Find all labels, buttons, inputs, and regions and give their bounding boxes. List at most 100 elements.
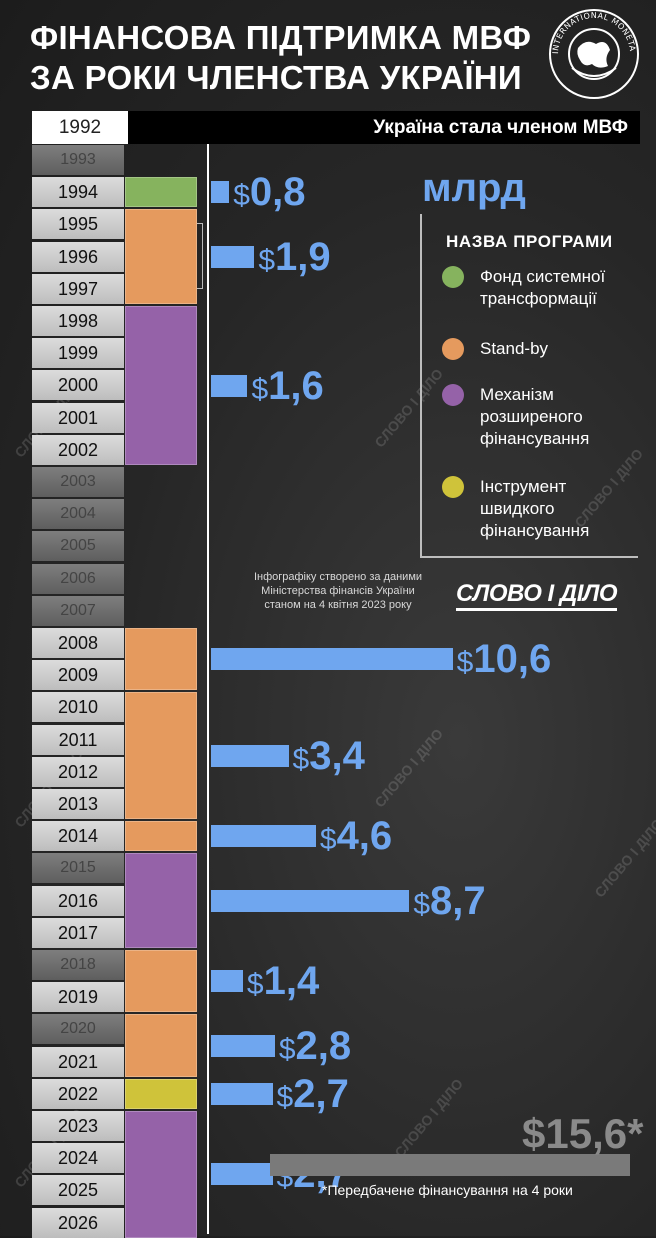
- year-cell-1996: 1996: [32, 241, 124, 272]
- legend-item-system-transformation: Фонд системної трансформації: [442, 266, 605, 310]
- year-cell-2026: 2026: [32, 1207, 124, 1238]
- program-block-2023-2026: [125, 1111, 197, 1238]
- bar-2008: [211, 648, 453, 671]
- legend-title: НАЗВА ПРОГРАМИ: [446, 232, 613, 251]
- legend: НАЗВА ПРОГРАМИ Фонд системної трансформац…: [420, 214, 638, 558]
- bar-2020: [211, 1034, 275, 1057]
- year-cell-2002: 2002: [32, 434, 124, 465]
- watermark: СЛОВО І ДІЛО: [591, 815, 656, 901]
- bar-label-2020: $2,8: [278, 1023, 352, 1068]
- bar-label-2014: $4,6: [319, 814, 393, 859]
- bar-label-1998: $1,6: [251, 363, 324, 408]
- legend-swatch: [442, 384, 464, 406]
- source-note: Інфографіку створено за даними Міністерс…: [238, 570, 438, 612]
- bar-label-2018: $1,4: [246, 959, 320, 1004]
- source-line-2: Міністерства фінансів України: [261, 585, 415, 597]
- year-cell-2000: 2000: [32, 370, 124, 401]
- program-block-2015-2017: [125, 853, 197, 948]
- year-cell-2008: 2008: [32, 628, 124, 658]
- year-cell-2019: 2019: [32, 982, 124, 1013]
- year-cell-2025: 2025: [32, 1175, 124, 1206]
- year-cell-2021: 2021: [32, 1046, 124, 1077]
- footnote: *Передбачене фінансування на 4 роки: [322, 1182, 573, 1198]
- year-cell-2009: 2009: [32, 660, 124, 691]
- imf-logo: INTERNATIONAL MONETARY FUND: [548, 8, 639, 99]
- legend-item-stand-by: Stand-by: [442, 338, 548, 360]
- program-block-1995-1997: [125, 209, 197, 304]
- bar-2023: [211, 1163, 273, 1186]
- year-cell-2003: 2003: [32, 467, 124, 497]
- year-cell-2020: 2020: [32, 1014, 124, 1045]
- legend-swatch: [442, 338, 464, 360]
- membership-text: Україна стала членом МВФ: [373, 117, 628, 138]
- legend-label: Інструмент швидкого фінансування: [480, 477, 590, 540]
- projected-bar: [270, 1154, 630, 1176]
- year-cell-2005: 2005: [32, 531, 124, 562]
- program-block-2020-2021: [125, 1014, 197, 1077]
- unit-label: млрд: [422, 166, 526, 210]
- legend-item-extended-fund: Механізм розширеного фінансування: [442, 384, 589, 450]
- year-cell-1993: 1993: [32, 145, 124, 175]
- year-cell-2014: 2014: [32, 821, 124, 852]
- legend-item-rapid-financing: Інструмент швидкого фінансування: [442, 476, 589, 542]
- bar-2010: [211, 744, 289, 767]
- year-cell-2022: 2022: [32, 1078, 124, 1109]
- membership-bar: 1992 Україна стала членом МВФ: [32, 111, 640, 144]
- program-block-1994-1994: [125, 177, 197, 208]
- year-cell-2010: 2010: [32, 692, 124, 723]
- bar-1995: [211, 245, 255, 268]
- legend-swatch: [442, 476, 464, 498]
- bar-label-1994: $0,8: [233, 170, 306, 215]
- year-cell-2024: 2024: [32, 1143, 124, 1174]
- year-cell-2016: 2016: [32, 885, 124, 916]
- year-cell-2012: 2012: [32, 756, 124, 787]
- year-cell-2004: 2004: [32, 499, 124, 530]
- projected-total-label: $15,6*: [522, 1110, 644, 1157]
- program-block-1998-2002: [125, 306, 197, 465]
- bar-2018: [211, 970, 243, 993]
- program-block-2010-2013: [125, 692, 197, 820]
- bar-2014: [211, 825, 316, 848]
- bar-label-2022: $2,7: [276, 1071, 349, 1116]
- legend-label: Stand-by: [480, 339, 549, 358]
- legend-label: Фонд системної трансформації: [480, 267, 606, 308]
- year-cell-2018: 2018: [32, 950, 124, 980]
- title-line-1: ФІНАНСОВА ПІДТРИМКА МВФ: [30, 19, 532, 56]
- program-block-2018-2019: [125, 950, 197, 1013]
- watermark: СЛОВО І ДІЛО: [391, 1075, 467, 1161]
- bar-1998: [211, 374, 248, 397]
- legend-swatch: [442, 266, 464, 288]
- year-cell-2011: 2011: [32, 724, 124, 755]
- year-cell-2015: 2015: [32, 853, 124, 884]
- brand-logo: СЛОВО І ДІЛО: [456, 580, 618, 611]
- year-cell-2017: 2017: [32, 917, 124, 948]
- year-cell-1995: 1995: [32, 209, 124, 240]
- page-title: ФІНАНСОВА ПІДТРИМКА МВФ ЗА РОКИ ЧЛЕНСТВА…: [30, 18, 540, 98]
- legend-label: Механізм розширеного фінансування: [480, 385, 590, 448]
- year-cell-2006: 2006: [32, 563, 124, 594]
- year-cell-1997: 1997: [32, 273, 124, 304]
- year-cell-2007: 2007: [32, 595, 124, 626]
- year-cell-1999: 1999: [32, 338, 124, 369]
- bar-label-2008: $10,6: [456, 637, 552, 682]
- year-cell-2023: 2023: [32, 1111, 124, 1141]
- year-cell-1998: 1998: [32, 306, 124, 336]
- year-cell-1994: 1994: [32, 177, 124, 208]
- bar-label-2010: $3,4: [292, 733, 365, 778]
- bracket-1995-1997: [196, 223, 203, 289]
- bar-2022: [211, 1082, 273, 1105]
- title-line-2: ЗА РОКИ ЧЛЕНСТВА УКРАЇНИ: [30, 59, 522, 96]
- program-block-2022-2022: [125, 1078, 197, 1109]
- bar-1994: [211, 181, 230, 204]
- source-line-1: Інфографіку створено за даними: [253, 571, 423, 583]
- bar-2015: [211, 889, 410, 912]
- bar-label-1995: $1,9: [258, 234, 331, 279]
- program-block-2008-2009: [125, 628, 197, 691]
- membership-year: 1992: [32, 111, 128, 144]
- year-cell-2001: 2001: [32, 402, 124, 433]
- source-line-3: станом на 4 квітня 2023 року: [264, 599, 412, 611]
- timeline-axis: [207, 144, 209, 1234]
- watermark: СЛОВО І ДІЛО: [371, 725, 447, 811]
- bar-label-2015: $8,7: [413, 878, 486, 923]
- program-block-2014-2014: [125, 821, 197, 852]
